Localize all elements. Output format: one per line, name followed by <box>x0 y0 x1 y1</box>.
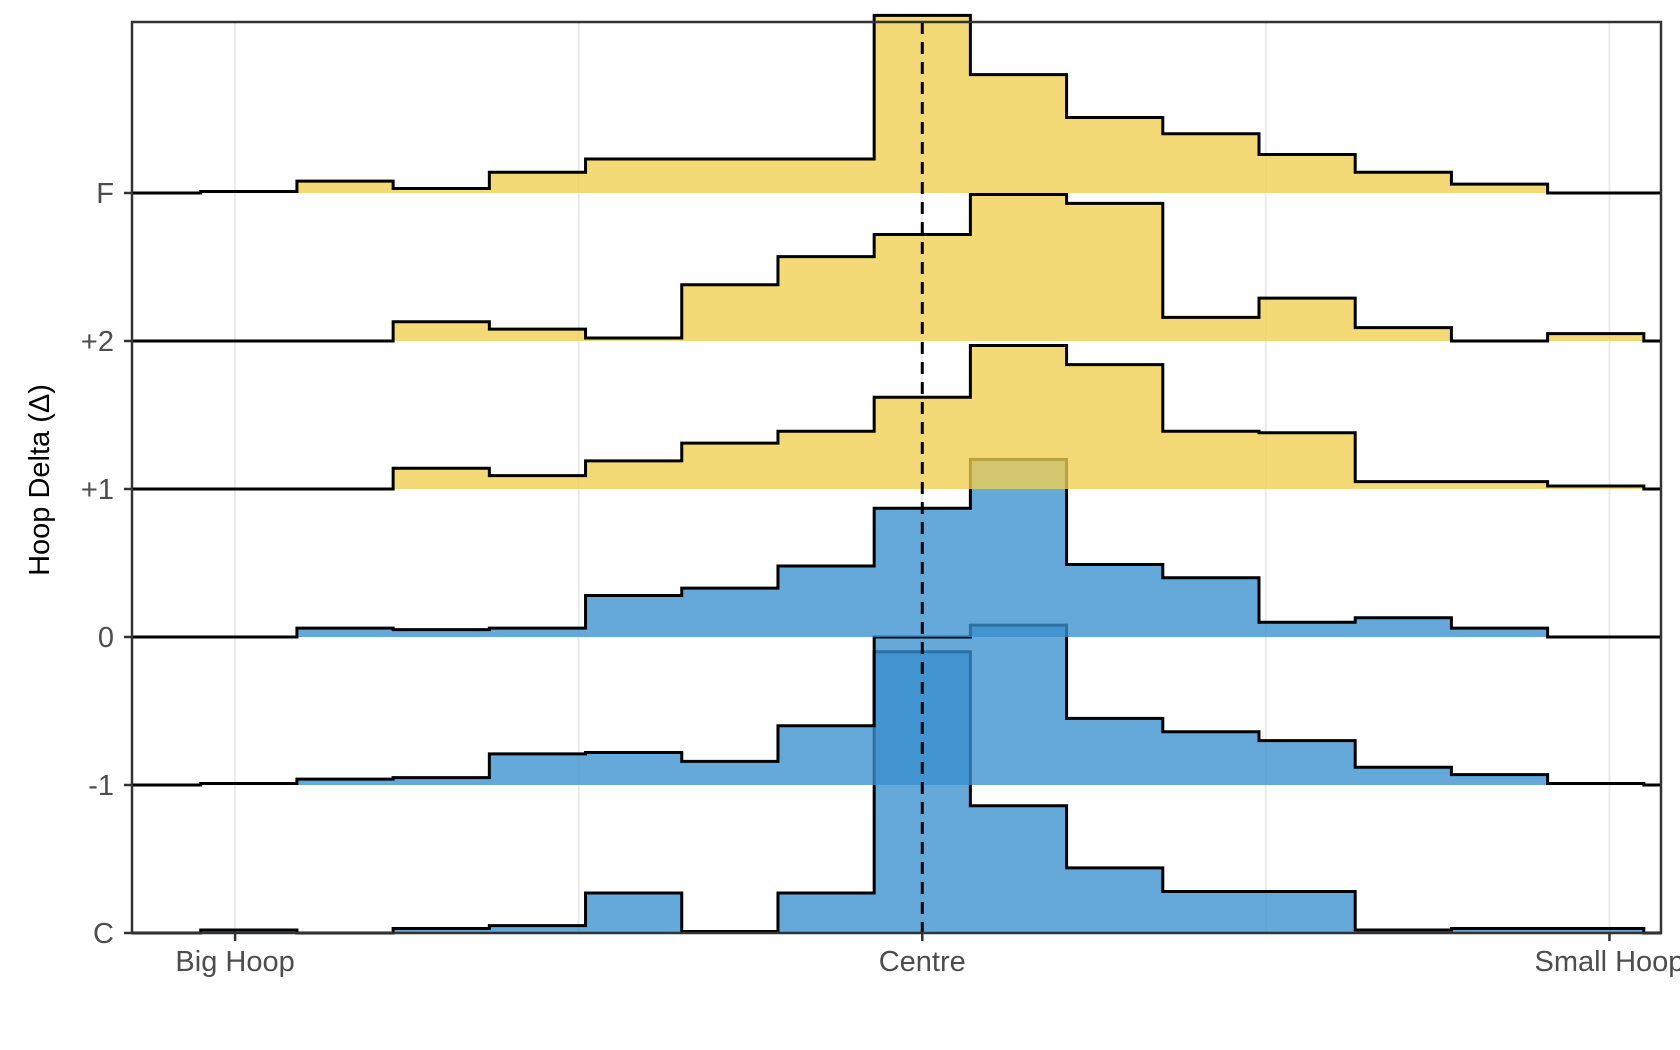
y-tick-label: +1 <box>81 474 114 506</box>
x-tick-label: Centre <box>879 946 966 978</box>
x-tick-label: Big Hoop <box>175 946 294 978</box>
y-tick-label: F <box>96 178 114 210</box>
y-axis-title: Hoop Delta (Δ) <box>24 384 56 576</box>
y-tick-label: -1 <box>88 770 114 802</box>
ridge-+2 <box>132 192 1661 343</box>
ridge-fill <box>132 345 1661 489</box>
ridge-+1 <box>132 343 1661 491</box>
y-tick-label: +2 <box>81 326 114 358</box>
ridge--1 <box>132 623 1661 787</box>
ridge-F <box>132 13 1661 195</box>
x-tick-label: Small Hoop <box>1535 946 1680 978</box>
ridge-outline <box>132 13 1661 195</box>
y-tick-label: 0 <box>98 622 114 654</box>
ridge-fill <box>132 625 1661 785</box>
ridge-fill <box>132 194 1661 341</box>
y-tick-label: C <box>93 918 114 950</box>
ridge-fill <box>132 651 1661 933</box>
axis-ticks: C -1 0 +1 +2 F Big Hoop Centre Small Hoop <box>81 178 1680 978</box>
ridge-fill <box>132 459 1661 637</box>
plot-panel-border <box>130 20 1663 935</box>
ridge-outline <box>132 343 1661 491</box>
ridges <box>132 13 1661 935</box>
ridge-outline <box>132 192 1661 343</box>
ridge-fill <box>132 15 1661 194</box>
